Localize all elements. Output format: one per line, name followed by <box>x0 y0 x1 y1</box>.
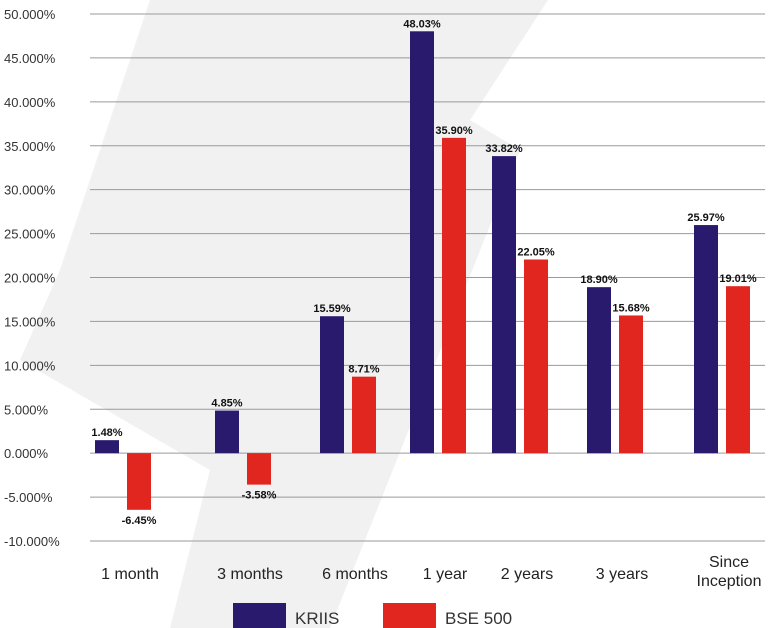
bar-kriis <box>587 287 611 454</box>
data-label: 4.85% <box>211 398 242 410</box>
bar-bse-500 <box>524 259 548 454</box>
y-tick-label: 0.000% <box>4 446 49 461</box>
bars <box>95 31 750 510</box>
bar-kriis <box>215 410 239 454</box>
bar-kriis <box>410 31 434 454</box>
y-tick-label: -10.000% <box>4 534 60 549</box>
y-tick-label: 50.000% <box>4 7 56 22</box>
legend-label: BSE 500 <box>445 609 512 628</box>
data-label: 1.48% <box>91 427 122 439</box>
bar-bse-500 <box>247 453 271 485</box>
data-label: 35.90% <box>435 125 473 137</box>
x-category-label: 2 years <box>501 566 553 583</box>
data-label: 33.82% <box>485 143 523 155</box>
data-label: 8.71% <box>348 364 379 376</box>
y-tick-label: 10.000% <box>4 358 56 373</box>
y-tick-label: 45.000% <box>4 51 56 66</box>
y-tick-label: 35.000% <box>4 139 56 154</box>
data-label: -3.58% <box>242 490 277 502</box>
x-category-label: 1 month <box>101 566 159 583</box>
x-category-label: Since Inception <box>697 554 762 590</box>
data-label: 22.05% <box>517 246 555 258</box>
y-tick-label: 5.000% <box>4 402 49 417</box>
data-label: 48.03% <box>403 18 441 30</box>
x-axis: 1 month 3 months 6 months 1 year 2 years 3 ye… <box>101 554 761 590</box>
bar-bse-500 <box>352 376 376 454</box>
y-tick-label: 20.000% <box>4 271 56 286</box>
legend: KRIIS BSE 500 <box>233 603 512 628</box>
x-category-label: 6 months <box>322 566 388 583</box>
background-arrow-shape <box>20 0 548 628</box>
x-category-label: 3 months <box>217 566 283 583</box>
bar-kriis <box>320 316 344 454</box>
data-label: 15.68% <box>612 302 650 314</box>
legend-swatch <box>233 603 286 628</box>
x-category-label: 1 year <box>423 566 468 583</box>
bar-bse-500 <box>619 315 643 454</box>
y-axis: -10.000% -5.000% 0.000% 5.000% 10.000% 15.000… <box>4 7 60 549</box>
data-label: 19.01% <box>719 273 757 285</box>
bar-kriis <box>95 440 119 454</box>
y-tick-label: 25.000% <box>4 227 56 242</box>
bar-kriis <box>694 225 718 454</box>
y-tick-label: 15.000% <box>4 314 56 329</box>
legend-label: KRIIS <box>295 609 339 628</box>
data-label: 18.90% <box>580 274 618 286</box>
x-category-label: 3 years <box>596 566 648 583</box>
data-label: 15.59% <box>313 303 351 315</box>
data-label: -6.45% <box>122 515 157 527</box>
y-tick-label: 40.000% <box>4 95 56 110</box>
bar-bse-500 <box>442 137 466 454</box>
y-tick-label: -5.000% <box>4 490 53 505</box>
bar-bse-500 <box>127 453 151 510</box>
data-labels: 1.48% 4.85% 15.59% 48.03% 33.82% 18.90% 25.97%… <box>91 18 756 527</box>
bar-kriis <box>492 156 516 454</box>
y-tick-label: 30.000% <box>4 183 56 198</box>
bar-bse-500 <box>726 286 750 454</box>
data-label: 25.97% <box>687 212 725 224</box>
legend-swatch <box>383 603 436 628</box>
